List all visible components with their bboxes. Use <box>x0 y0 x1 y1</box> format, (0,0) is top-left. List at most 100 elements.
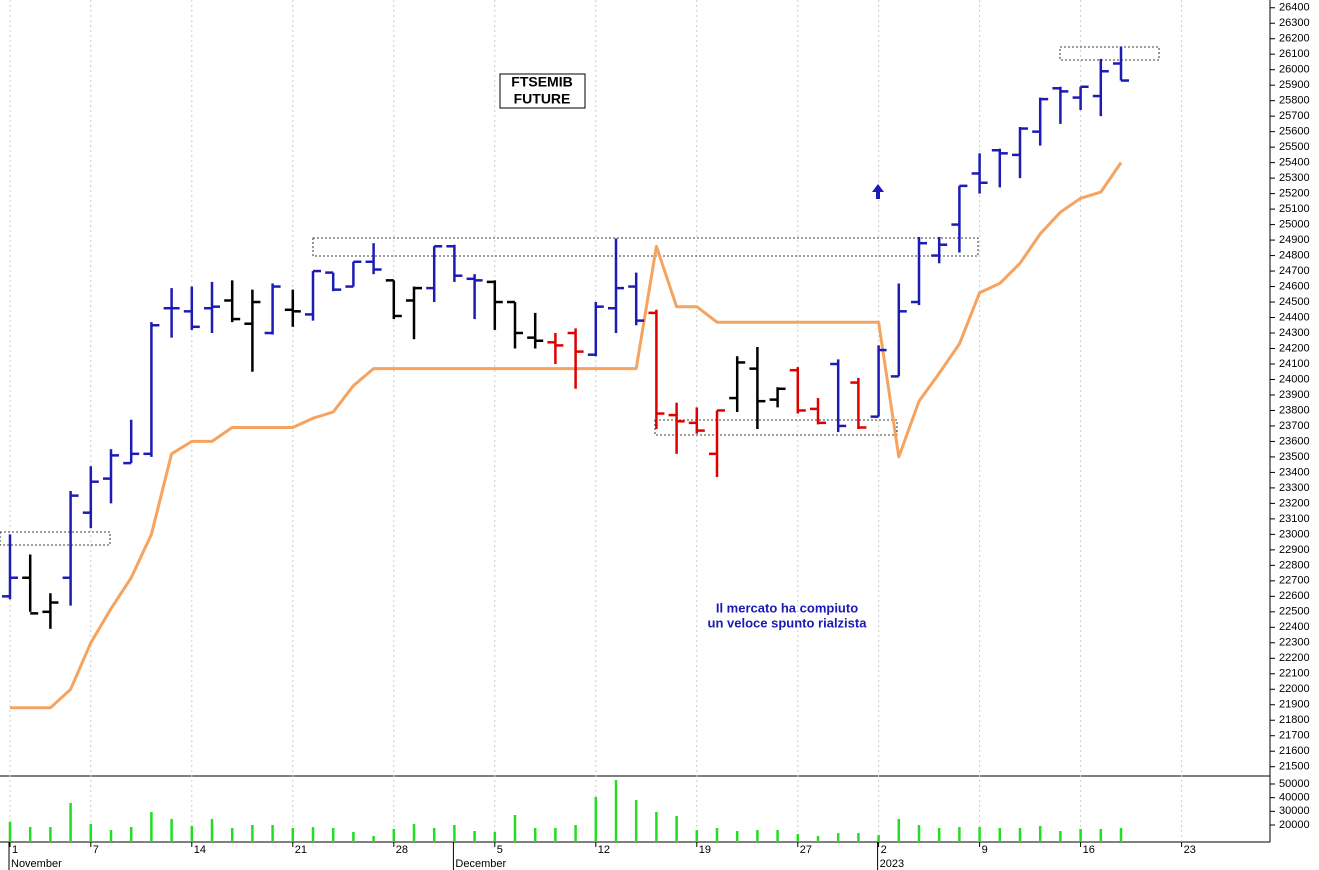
volume-bar <box>412 824 416 842</box>
volume-bar <box>978 827 981 842</box>
volume-bar <box>574 824 577 842</box>
y-tick-label: 26000 <box>1279 64 1310 76</box>
volume-bar <box>352 831 355 842</box>
y-tick-label: 22500 <box>1279 606 1310 618</box>
y-tick-label: 24300 <box>1279 327 1310 339</box>
volume-bar <box>756 830 759 842</box>
volume-bar <box>857 833 860 842</box>
volume-bar <box>897 818 901 842</box>
volume-bar <box>432 828 436 842</box>
y-tick-label: 23400 <box>1279 466 1310 478</box>
y-tick-label: 23900 <box>1279 389 1310 401</box>
month-label: December <box>455 858 506 870</box>
y-tick-label: 25100 <box>1279 203 1310 215</box>
volume-bar <box>271 824 274 842</box>
y-tick-label: 21600 <box>1279 745 1310 757</box>
volume-bar <box>331 828 335 842</box>
y-tick-label: 24000 <box>1279 373 1310 385</box>
volume-bar <box>1059 831 1062 842</box>
y-tick-label: 21800 <box>1279 714 1310 726</box>
y-tick-label: 25800 <box>1279 95 1310 107</box>
x-tick-label: 14 <box>194 844 206 856</box>
volume-bar <box>150 812 153 842</box>
y-tick-label: 23100 <box>1279 513 1310 525</box>
y-tick-label: 23000 <box>1279 528 1310 540</box>
up-arrow <box>872 184 884 199</box>
y-tick-label: 26400 <box>1279 2 1310 14</box>
y-tick-label: 22600 <box>1279 590 1310 602</box>
y-tick-label: 26100 <box>1279 48 1310 60</box>
range-box <box>1059 46 1160 61</box>
chart-title: FTSEMIB <box>511 74 572 90</box>
x-tick-label: 19 <box>699 844 711 856</box>
volume-bar <box>453 824 456 842</box>
volume-bar <box>695 830 699 842</box>
volume-bar <box>493 831 497 842</box>
grid <box>9 0 1183 842</box>
volume-bar <box>230 828 234 842</box>
range-box <box>0 531 111 546</box>
y-tick-label: 40000 <box>1279 792 1310 804</box>
range-box <box>312 237 979 257</box>
volume-bar <box>291 828 295 842</box>
boxes <box>0 46 1160 546</box>
y-tick-label: 25700 <box>1279 110 1310 122</box>
title-box: FTSEMIB FUTURE <box>499 73 586 109</box>
y-tick-label: 24700 <box>1279 265 1310 277</box>
volume-bar <box>533 828 537 842</box>
x-tick-label: 27 <box>800 844 812 856</box>
volume-bar <box>210 818 214 842</box>
volume-bar <box>796 834 800 842</box>
y-tick-label: 21900 <box>1279 699 1310 711</box>
volume-bar <box>1018 828 1022 842</box>
y-tick-label: 22300 <box>1279 637 1310 649</box>
x-tick-label: 21 <box>295 844 307 856</box>
range-box <box>654 419 898 436</box>
volume-bar <box>594 796 598 842</box>
volume-bar <box>28 827 32 842</box>
y-tick-label: 21500 <box>1279 761 1310 773</box>
volume-bar <box>8 821 12 842</box>
volume-bar <box>311 827 315 842</box>
y-tick-label: 23500 <box>1279 451 1310 463</box>
y-tick-label: 24400 <box>1279 311 1310 323</box>
trend-line <box>10 161 1123 710</box>
y-tick-label: 25300 <box>1279 172 1310 184</box>
y-tick-label: 22100 <box>1279 668 1310 680</box>
x-tick-label: 1 <box>12 844 18 856</box>
y-tick-label: 23700 <box>1279 420 1310 432</box>
annotation-text: Il mercato ha compiuto <box>716 600 858 615</box>
y-tick-label: 22900 <box>1279 544 1310 556</box>
x-tick-label: 2 <box>881 844 887 856</box>
volume-bar <box>69 802 72 842</box>
volume-bar <box>1099 828 1103 842</box>
volume-bar <box>554 828 557 842</box>
y-tick-label: 22800 <box>1279 559 1310 571</box>
volume-bar <box>816 835 820 842</box>
volume-bar <box>937 828 941 842</box>
y-tick-label: 25600 <box>1279 126 1310 138</box>
y-tick-label: 23300 <box>1279 482 1310 494</box>
y-tick-label: 26300 <box>1279 17 1310 29</box>
volume-bar <box>675 815 678 842</box>
y-tick-label: 22400 <box>1279 621 1310 633</box>
y-tick-label: 26200 <box>1279 33 1310 45</box>
volume-bar <box>735 831 739 842</box>
x-tick-label: 5 <box>497 844 503 856</box>
volume-bar <box>958 827 961 842</box>
volume-bar <box>372 835 375 842</box>
y-tick-label: 24100 <box>1279 358 1310 370</box>
month-label: November <box>11 858 62 870</box>
annotation-text: un veloce spunto rialzista <box>708 615 868 630</box>
y-tick-label: 24600 <box>1279 280 1310 292</box>
y-tick-label: 21700 <box>1279 730 1310 742</box>
volume-bar <box>1079 828 1082 842</box>
chart-title: FUTURE <box>514 91 571 107</box>
y-tick-label: 50000 <box>1279 778 1310 790</box>
y-tick-label: 25200 <box>1279 188 1310 200</box>
volume-bar <box>655 812 658 842</box>
y-tick-label: 23200 <box>1279 497 1310 509</box>
y-tick-label: 22200 <box>1279 652 1310 664</box>
